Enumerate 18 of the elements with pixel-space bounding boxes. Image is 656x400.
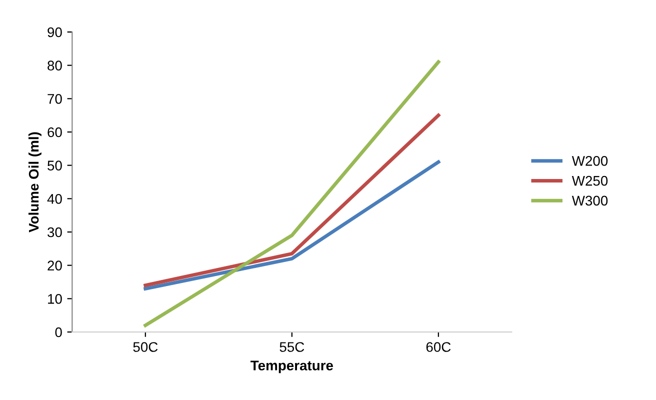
y-tick-label: 10 [48,294,62,304]
x-tick-label: 50C [133,342,158,352]
legend-label: W200 [572,156,608,166]
y-tick-label: 0 [55,327,62,338]
legend-label: W300 [572,196,608,206]
y-tick-label: 20 [48,260,62,271]
y-tick-label: 50 [48,160,62,171]
x-axis-title: Temperature [250,360,334,374]
x-tick-label: 60C [426,342,451,352]
y-tick-label: 30 [48,227,62,238]
y-axis-title: Volume Oil (ml) [28,132,42,232]
y-tick-label: 90 [48,27,62,38]
y-tick-label: 80 [48,60,62,71]
y-tick-label: 60 [48,127,62,138]
y-tick-label: 70 [48,94,62,104]
y-tick-label: 40 [47,194,62,204]
legend-label: W250 [572,176,608,186]
x-tick-label: 55C [280,342,304,352]
